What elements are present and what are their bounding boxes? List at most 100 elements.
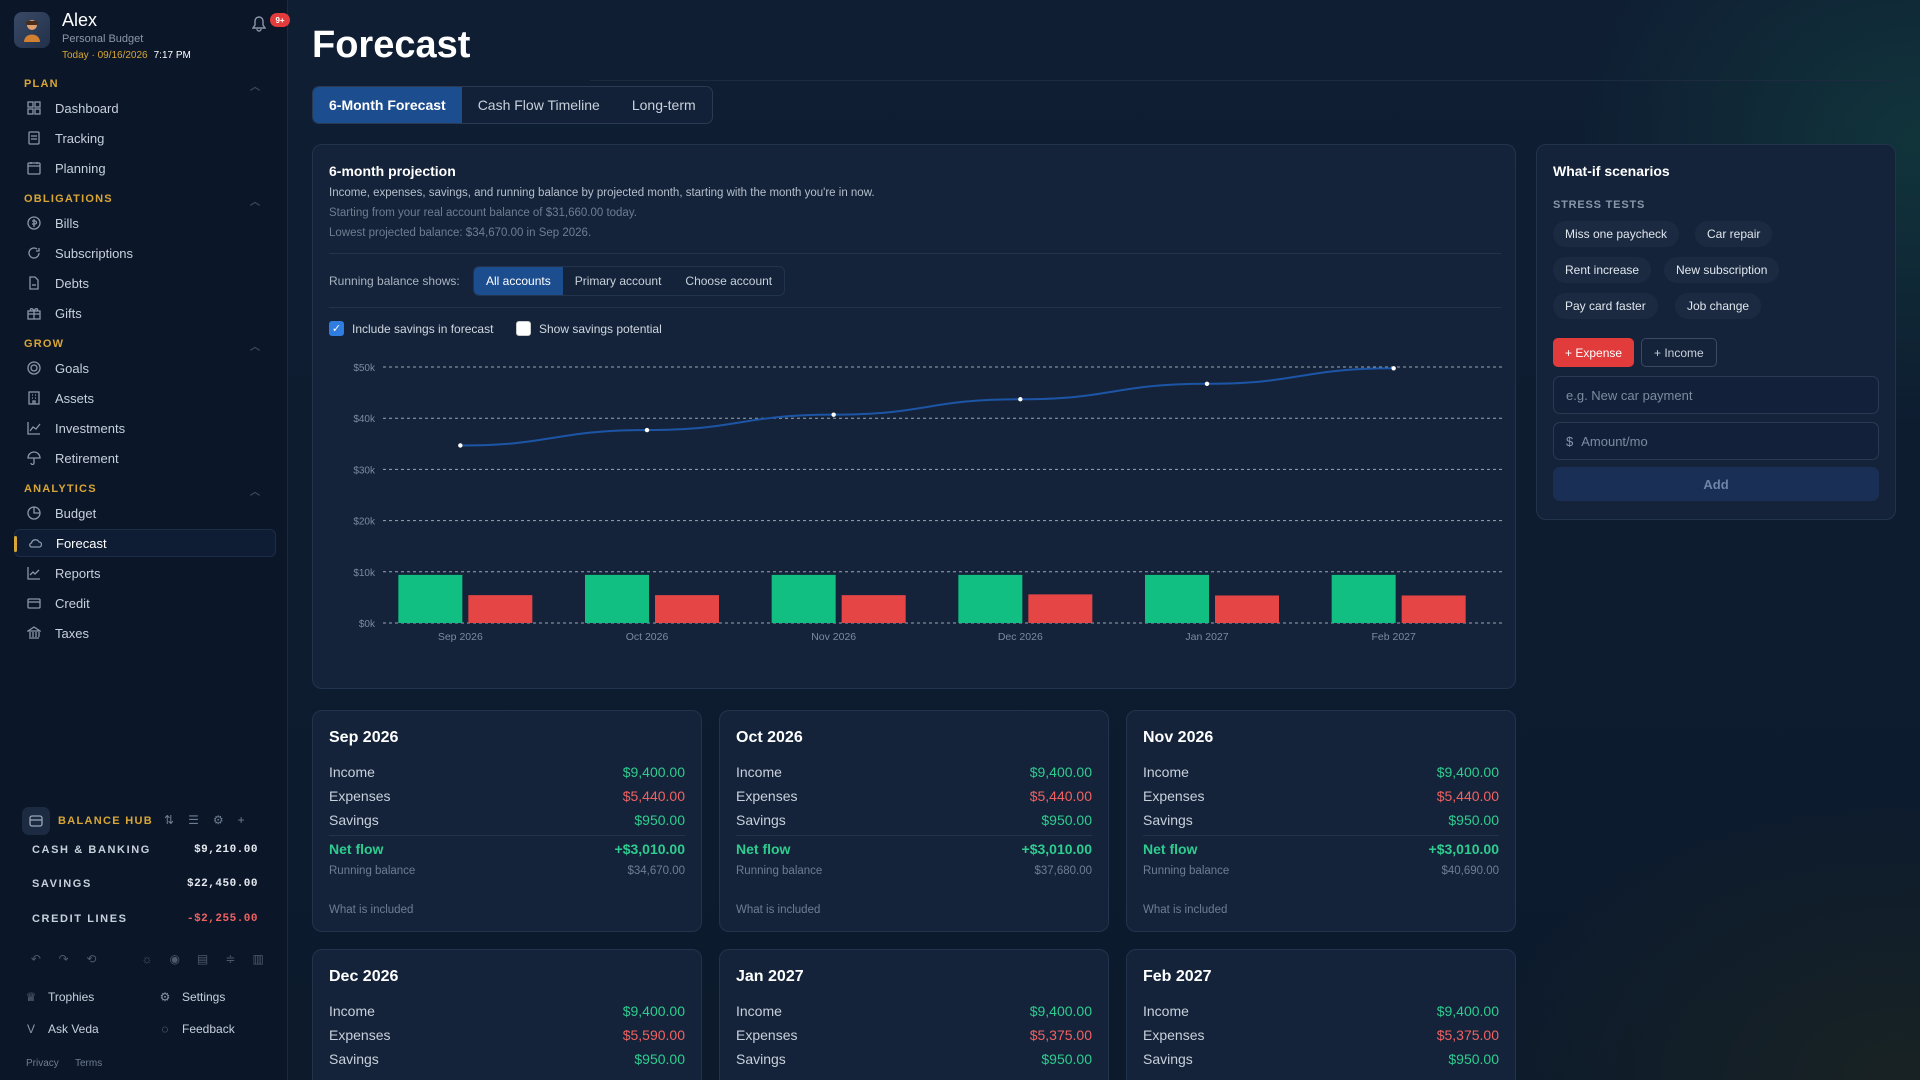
nav-reports[interactable]: Reports <box>14 559 276 587</box>
plus-icon[interactable]: + <box>237 813 245 827</box>
trophies-link[interactable]: ♕ Trophies <box>24 990 95 1004</box>
month-card[interactable]: Oct 2026 Income $9,400.00 Expenses $5,440.… <box>719 710 1109 932</box>
grid-icon <box>26 100 42 116</box>
what-is-included-link[interactable]: What is included <box>329 904 414 916</box>
bell-icon[interactable] <box>251 16 272 36</box>
nav-debts[interactable]: Debts <box>14 269 276 297</box>
chip-car-repair[interactable]: Car repair <box>1695 221 1773 247</box>
nav-label: Gifts <box>55 305 82 321</box>
nav-forecast[interactable]: Forecast <box>14 529 276 557</box>
option-choose-account[interactable]: Choose account <box>685 274 773 288</box>
check-icon[interactable]: ✓ <box>329 321 344 336</box>
month-card[interactable]: Feb 2027 Income $9,400.00 Expenses $5,375.… <box>1126 949 1516 1080</box>
chip-rent-increase[interactable]: Rent increase <box>1553 257 1652 283</box>
month-card[interactable]: Sep 2026 Income $9,400.00 Expenses $5,440.… <box>312 710 702 932</box>
y-tick-label: $40k <box>353 414 376 425</box>
section-grow[interactable]: GROW ︿ <box>24 338 260 353</box>
nav-subscriptions[interactable]: Subscriptions <box>14 239 276 267</box>
section-plan[interactable]: PLAN ︿ <box>24 78 260 93</box>
nav-label: Investments <box>55 420 126 436</box>
add-expense-toggle[interactable]: + Expense <box>1553 338 1635 367</box>
history-icon[interactable]: ⟲ <box>86 952 97 966</box>
month-card[interactable]: Jan 2027 Income $9,400.00 Expenses $5,375.… <box>719 949 1109 1080</box>
sort-icon[interactable]: ⇅ <box>164 813 175 827</box>
redo-icon[interactable]: ↷ <box>58 952 69 966</box>
hub-title: BALANCE HUB <box>58 815 153 827</box>
chip-job-change[interactable]: Job change <box>1675 293 1762 319</box>
nav-investments[interactable]: Investments <box>14 414 276 442</box>
account-savings[interactable]: SAVINGS $22,450.00 <box>32 878 258 890</box>
nav-bills[interactable]: Bills <box>14 209 276 237</box>
receipt-icon <box>26 130 42 146</box>
nav-budget[interactable]: Budget <box>14 499 276 527</box>
chevron-up-icon[interactable]: ︿ <box>250 342 262 353</box>
eye-icon[interactable]: ◉ <box>169 952 181 966</box>
tab-cash-flow-timeline[interactable]: Cash Flow Timeline <box>477 97 600 113</box>
chip-new-subscription[interactable]: New subscription <box>1664 257 1780 283</box>
database-icon[interactable]: ▤ <box>196 952 209 966</box>
what-is-included-link[interactable]: What is included <box>1143 904 1228 916</box>
nav-label: Subscriptions <box>55 245 134 261</box>
gear-icon[interactable]: ⚙ <box>212 813 224 827</box>
nav-planning[interactable]: Planning <box>14 154 276 182</box>
sun-icon[interactable]: ☼ <box>141 952 153 966</box>
ask-veda-link[interactable]: V Ask Veda <box>24 1022 99 1036</box>
running-balance-row: Running balance $40,690.00 <box>1143 865 1499 877</box>
undo-icon[interactable]: ↶ <box>30 952 41 966</box>
nav-gifts[interactable]: Gifts <box>14 299 276 327</box>
chip-miss-paycheck[interactable]: Miss one paycheck <box>1553 221 1680 247</box>
nav-taxes[interactable]: Taxes <box>14 619 276 647</box>
chip-pay-card-faster[interactable]: Pay card faster <box>1553 293 1658 319</box>
show-potential-checkbox[interactable]: Show savings potential <box>516 321 662 336</box>
row-label: Savings <box>329 812 379 828</box>
chevron-up-icon[interactable]: ︿ <box>250 487 262 498</box>
sliders-icon[interactable]: ≑ <box>225 952 236 966</box>
include-savings-checkbox[interactable]: ✓ Include savings in forecast <box>329 321 493 336</box>
projection-title: 6-month projection <box>329 163 456 179</box>
chevron-up-icon[interactable]: ︿ <box>250 197 262 208</box>
x-tick-label: Dec 2026 <box>998 631 1043 643</box>
panel-icon[interactable]: ▥ <box>252 952 264 966</box>
scenario-name-input[interactable]: e.g. New car payment <box>1553 376 1879 414</box>
feedback-link[interactable]: ◌ Feedback <box>158 1022 234 1036</box>
section-analytics[interactable]: ANALYTICS ︿ <box>24 483 260 498</box>
user-profile[interactable]: Alex Personal Budget Today · 09/16/2026 7… <box>14 10 290 68</box>
nav-credit[interactable]: Credit <box>14 589 276 617</box>
privacy-link[interactable]: Privacy <box>26 1058 59 1069</box>
nav-tracking[interactable]: Tracking <box>14 124 276 152</box>
amount-input[interactable]: $ Amount/mo <box>1553 422 1879 460</box>
month-card[interactable]: Dec 2026 Income $9,400.00 Expenses $5,590.… <box>312 949 702 1080</box>
section-obligations[interactable]: OBLIGATIONS ︿ <box>24 193 260 208</box>
nav-dashboard[interactable]: Dashboard <box>14 94 276 122</box>
option-all-accounts[interactable]: All accounts <box>474 267 563 295</box>
terms-link[interactable]: Terms <box>75 1058 103 1069</box>
account-credit[interactable]: CREDIT LINES -$2,255.00 <box>32 913 258 925</box>
add-income-toggle[interactable]: + Income <box>1641 338 1717 367</box>
chevron-up-icon[interactable]: ︿ <box>250 82 262 93</box>
section-label: GROW <box>24 338 65 350</box>
option-primary-account[interactable]: Primary account <box>574 274 662 288</box>
nav-goals[interactable]: Goals <box>14 354 276 382</box>
nav-label: Forecast <box>56 535 107 551</box>
y-tick-label: $0k <box>359 619 376 630</box>
umbrella-icon <box>26 450 42 466</box>
link-label: Trophies <box>48 990 95 1004</box>
tab-6-month[interactable]: 6-Month Forecast <box>313 87 462 123</box>
user-date: Today · 09/16/2026 7:17 PM <box>62 50 191 61</box>
avatar[interactable] <box>14 12 50 48</box>
tab-long-term[interactable]: Long-term <box>631 97 696 113</box>
month-card[interactable]: Nov 2026 Income $9,400.00 Expenses $5,440.… <box>1126 710 1516 932</box>
add-button[interactable]: Add <box>1553 467 1879 501</box>
account-cash[interactable]: CASH & BANKING $9,210.00 <box>32 844 258 856</box>
running-balance-value: $40,690.00 <box>1441 865 1499 877</box>
savings-value: $950.00 <box>634 1051 685 1067</box>
nav-assets[interactable]: Assets <box>14 384 276 412</box>
forecast-tabs: 6-Month Forecast Cash Flow Timeline Long… <box>312 86 713 124</box>
nav-label: Planning <box>55 160 106 176</box>
settings-link[interactable]: ⚙ Settings <box>158 990 226 1004</box>
checkbox-box[interactable] <box>516 321 531 336</box>
savings-value: $950.00 <box>1448 1051 1499 1067</box>
what-is-included-link[interactable]: What is included <box>736 904 821 916</box>
layers-icon[interactable]: ☰ <box>188 813 199 827</box>
nav-retirement[interactable]: Retirement <box>14 444 276 472</box>
